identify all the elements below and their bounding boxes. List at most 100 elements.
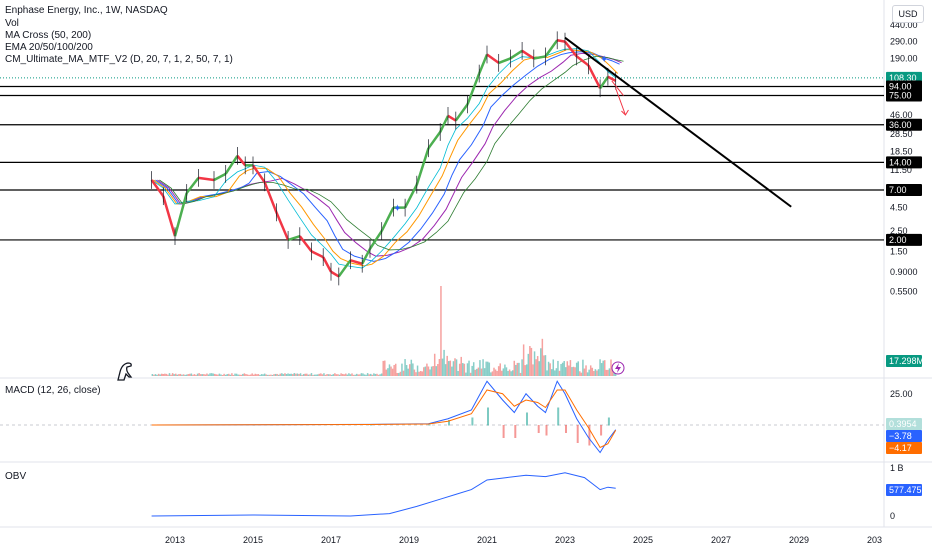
obv-axis-tick: 1 B (890, 463, 904, 473)
volume-bar (508, 369, 511, 376)
volume-bar (519, 372, 522, 376)
time-axis-tick: 2025 (633, 535, 653, 545)
volume-bar (471, 365, 473, 376)
volume-bar (167, 374, 169, 376)
indicator-ema[interactable]: EMA 20/50/100/200 (5, 42, 93, 53)
price-segment (599, 76, 609, 89)
price-segment (427, 131, 442, 149)
volume-bar (524, 365, 526, 376)
volume-bar (237, 374, 239, 376)
macd-histogram-bar (545, 425, 548, 436)
price-segment (330, 270, 340, 278)
macd-value-tag (886, 430, 922, 442)
volume-bar (352, 374, 355, 376)
volume-bar (458, 363, 461, 376)
volume-bar (231, 373, 233, 376)
volume-bar (465, 372, 467, 376)
level-tag-text: 75.00 (889, 91, 912, 101)
volume-bar (295, 373, 297, 376)
volume-bar (530, 347, 533, 376)
macd-histogram-bar (576, 425, 579, 443)
volume-bar (401, 363, 403, 376)
volume-bar (198, 373, 200, 376)
volume-bar (399, 371, 402, 376)
macd-title[interactable]: MACD (12, 26, close) (5, 385, 101, 396)
volume-bar (159, 374, 161, 376)
volume-bar (235, 373, 238, 376)
volume-bar (320, 373, 322, 376)
volume-bar (196, 373, 199, 376)
volume-bar (312, 374, 314, 376)
volume-bar (251, 373, 253, 376)
volume-bar (270, 374, 272, 376)
volume-bar (287, 373, 289, 376)
volume-bar (515, 364, 517, 376)
volume-bar (334, 373, 336, 376)
macd-histogram-bar (588, 425, 591, 446)
price-segment (368, 230, 383, 250)
price-segment (587, 64, 602, 89)
indicator-cm-ultimate[interactable]: CM_Ultimate_MA_MTF_V2 (D, 20, 7, 1, 2, 5… (5, 54, 233, 65)
macd-histogram-bar (600, 425, 603, 436)
price-segment (521, 49, 535, 60)
price-segment (224, 155, 239, 175)
volume-bar (599, 359, 601, 376)
volume-bar (550, 369, 553, 376)
time-axis-tick: 2029 (789, 535, 809, 545)
volume-bar (204, 374, 207, 376)
volume-bar (257, 374, 260, 376)
volume-bar (337, 374, 339, 376)
volume-bar (176, 374, 179, 376)
volume-bar (301, 374, 303, 376)
volume-bar (505, 367, 508, 376)
volume-bar (277, 374, 280, 376)
volume-bar (189, 373, 191, 376)
volume-bar (331, 374, 333, 376)
volume-bar (493, 367, 495, 376)
projection-arrowhead (621, 109, 629, 116)
volume-bar (588, 369, 590, 376)
price-axis-tick: 11.50 (890, 165, 912, 175)
volume-bar (390, 366, 392, 376)
volume-bar (462, 363, 464, 376)
volume-bar (604, 360, 606, 376)
volume-bar (302, 374, 305, 376)
ema-100-line (155, 51, 620, 262)
volume-bar (214, 373, 216, 376)
volume-bar (565, 367, 567, 376)
currency-button[interactable]: USD (892, 5, 924, 23)
volume-bar (463, 363, 466, 376)
volume-bar (443, 349, 445, 376)
indicator-ma-cross[interactable]: MA Cross (50, 200) (5, 30, 92, 41)
lightning-icon[interactable] (611, 361, 625, 375)
volume-bar (199, 374, 202, 376)
volume-bar (265, 374, 267, 376)
volume-bar (221, 374, 224, 376)
volume-bar (288, 373, 291, 376)
macd-line (151, 380, 617, 454)
price-axis-tick: 0.9000 (890, 267, 918, 277)
volume-bar (497, 366, 500, 376)
obv-title[interactable]: OBV (5, 471, 27, 482)
indicator-vol[interactable]: Vol (5, 18, 19, 29)
volume-bar (424, 366, 427, 376)
volume-bar (476, 368, 478, 376)
volume-bar (165, 373, 168, 376)
price-axis-tick: 440.00 (890, 20, 918, 30)
volume-bar (452, 361, 455, 376)
last-price-tag-text: 108.30 (889, 73, 917, 83)
volume-bar (472, 362, 475, 376)
volume-bar (310, 373, 313, 376)
volume-bar (306, 373, 308, 376)
volume-bar (162, 374, 165, 376)
volume-bar (521, 359, 523, 376)
macd-histogram-bar (502, 425, 505, 438)
volume-bar (318, 373, 321, 376)
volume-bar (571, 367, 573, 376)
volume-bar (557, 360, 559, 376)
volume-bar (460, 356, 462, 376)
volume-bar (271, 374, 274, 376)
volume-bar (218, 373, 221, 376)
volume-bar (404, 359, 406, 376)
